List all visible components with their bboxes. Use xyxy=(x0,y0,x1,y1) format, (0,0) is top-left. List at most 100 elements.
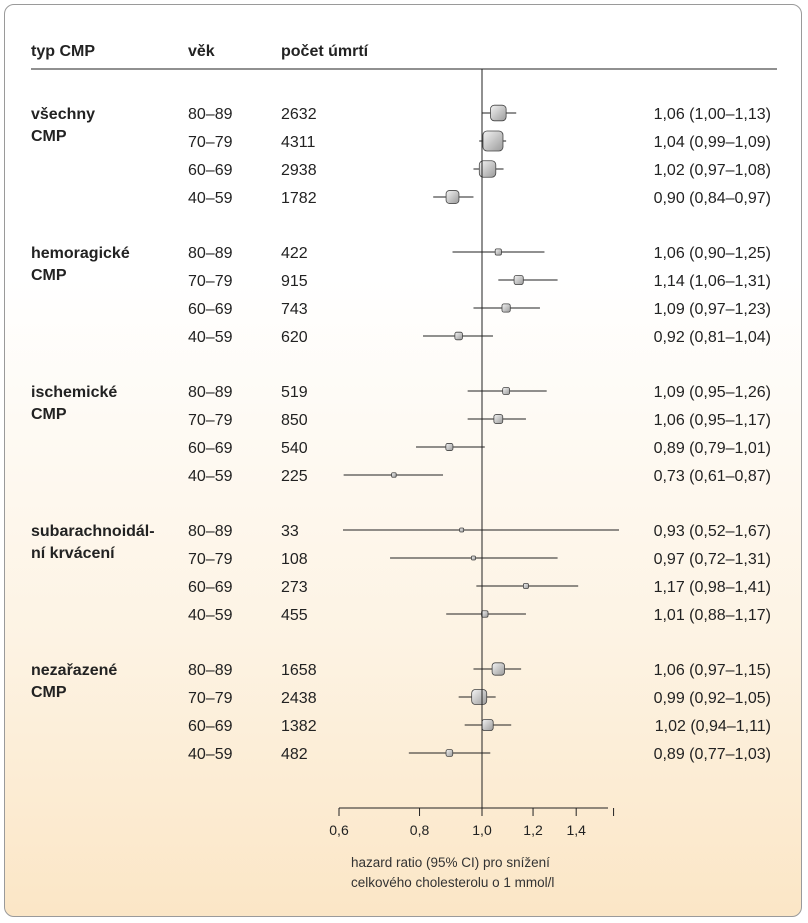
row-age: 70–79 xyxy=(188,273,233,290)
group-label: ischemické xyxy=(31,384,117,401)
row-hr-ci: 0,89 (0,77–1,03) xyxy=(654,746,771,763)
row-age: 70–79 xyxy=(188,134,233,151)
hr-marker xyxy=(454,331,463,341)
group-label: CMP xyxy=(31,267,67,284)
row-age: 40–59 xyxy=(188,190,233,207)
row-deaths: 1782 xyxy=(281,190,317,207)
row-hr-ci: 1,02 (0,94–1,11) xyxy=(655,718,771,735)
x-axis: 0,6 0,8 1,0 1,2 1,4 hazard ratio (95% CI) pro… xyxy=(329,69,615,890)
row-deaths: 620 xyxy=(281,329,308,346)
hr-marker xyxy=(445,190,460,204)
row-deaths: 2438 xyxy=(281,690,317,707)
x-tick-label: 0,6 xyxy=(329,822,349,838)
row-age: 40–59 xyxy=(188,329,233,346)
hr-marker xyxy=(445,443,454,451)
row-deaths: 2632 xyxy=(281,106,317,123)
hr-marker xyxy=(471,555,476,561)
row-hr-ci: 1,06 (1,00–1,13) xyxy=(654,106,771,123)
group-label: CMP xyxy=(31,128,67,145)
group-label: všechny xyxy=(31,106,95,123)
x-tick-label: 1,4 xyxy=(566,822,586,838)
row-deaths: 422 xyxy=(281,245,308,262)
x-axis-label: celkového cholesterolu o 1 mmol/l xyxy=(351,875,554,890)
row-hr-ci: 0,90 (0,84–0,97) xyxy=(654,190,771,207)
row-hr-ci: 1,02 (0,97–1,08) xyxy=(654,162,771,179)
x-axis-label: hazard ratio (95% CI) pro snížení xyxy=(351,855,550,870)
row-age: 60–69 xyxy=(188,440,233,457)
hr-marker xyxy=(501,303,511,313)
group-label: nezařazené xyxy=(31,662,117,679)
row-deaths: 108 xyxy=(281,551,308,568)
row-age: 60–69 xyxy=(188,162,233,179)
hr-marker xyxy=(481,610,489,618)
hr-marker xyxy=(494,248,502,256)
row-age: 80–89 xyxy=(188,662,233,679)
row-deaths: 915 xyxy=(281,273,308,290)
row-hr-ci: 1,09 (0,97–1,23) xyxy=(654,301,771,318)
row-hr-ci: 1,06 (0,90–1,25) xyxy=(654,245,771,262)
row-deaths: 519 xyxy=(281,384,308,401)
hr-marker xyxy=(471,689,488,705)
group-label: subarachnoidál- xyxy=(31,523,155,540)
row-age: 80–89 xyxy=(188,245,233,262)
hr-marker xyxy=(481,718,494,732)
row-age: 70–79 xyxy=(188,551,233,568)
hr-marker xyxy=(502,387,510,395)
row-hr-ci: 0,73 (0,61–0,87) xyxy=(654,468,771,485)
group-label: CMP xyxy=(31,684,67,701)
hr-marker xyxy=(459,527,465,533)
row-hr-ci: 0,99 (0,92–1,05) xyxy=(654,690,771,707)
row-deaths: 4311 xyxy=(281,134,316,151)
chart-frame: typ CMP věk počet úmrtí všechny CMP 80–89 2… xyxy=(4,4,802,917)
hr-marker xyxy=(493,414,504,424)
row-age: 80–89 xyxy=(188,106,233,123)
row-deaths: 1658 xyxy=(281,662,317,679)
hr-marker xyxy=(513,274,524,286)
row-hr-ci: 0,97 (0,72–1,31) xyxy=(654,551,771,568)
x-tick-label: 0,8 xyxy=(410,822,430,838)
row-age: 70–79 xyxy=(188,412,233,429)
hr-marker xyxy=(491,662,505,676)
row-hr-ci: 0,92 (0,81–1,04) xyxy=(654,329,771,346)
hr-marker xyxy=(478,160,497,178)
row-deaths: 743 xyxy=(281,301,308,318)
row-hr-ci: 1,01 (0,88–1,17) xyxy=(654,607,771,624)
row-deaths: 482 xyxy=(281,746,308,763)
group-label: CMP xyxy=(31,406,67,423)
row-hr-ci: 0,89 (0,79–1,01) xyxy=(654,440,771,457)
hr-marker xyxy=(523,583,529,589)
row-deaths: 850 xyxy=(281,412,308,429)
row-deaths: 455 xyxy=(281,607,308,624)
row-age: 80–89 xyxy=(188,384,233,401)
row-age: 60–69 xyxy=(188,718,233,735)
row-hr-ci: 1,06 (0,95–1,17) xyxy=(654,412,771,429)
row-age: 40–59 xyxy=(188,607,233,624)
hr-marker xyxy=(482,130,504,152)
row-age: 40–59 xyxy=(188,468,233,485)
row-deaths: 33 xyxy=(281,523,299,540)
header-type: typ CMP xyxy=(31,43,95,60)
row-deaths: 540 xyxy=(281,440,308,457)
row-hr-ci: 1,06 (0,97–1,15) xyxy=(654,662,771,679)
row-deaths: 1382 xyxy=(281,718,317,735)
rows-layer: všechny CMP 80–89 2632 1,06 (1,00–1,13) 70–79… xyxy=(31,104,771,763)
row-deaths: 273 xyxy=(281,579,308,596)
x-tick-label: 1,2 xyxy=(523,822,543,838)
header-age: věk xyxy=(188,43,215,60)
row-age: 80–89 xyxy=(188,523,233,540)
row-hr-ci: 1,14 (1,06–1,31) xyxy=(654,273,771,290)
row-hr-ci: 1,04 (0,99–1,09) xyxy=(654,134,771,151)
x-tick-label: 1,0 xyxy=(472,822,492,838)
row-deaths: 2938 xyxy=(281,162,317,179)
row-age: 40–59 xyxy=(188,746,233,763)
group-label: ní krvácení xyxy=(31,545,115,562)
row-deaths: 225 xyxy=(281,468,308,485)
header-deaths: počet úmrtí xyxy=(281,43,369,60)
hr-marker xyxy=(490,104,507,122)
forest-plot: typ CMP věk počet úmrtí všechny CMP 80–89 2… xyxy=(31,43,777,890)
row-age: 60–69 xyxy=(188,579,233,596)
row-age: 60–69 xyxy=(188,301,233,318)
row-hr-ci: 1,09 (0,95–1,26) xyxy=(654,384,771,401)
row-hr-ci: 1,17 (0,98–1,41) xyxy=(654,579,771,596)
row-age: 70–79 xyxy=(188,690,233,707)
